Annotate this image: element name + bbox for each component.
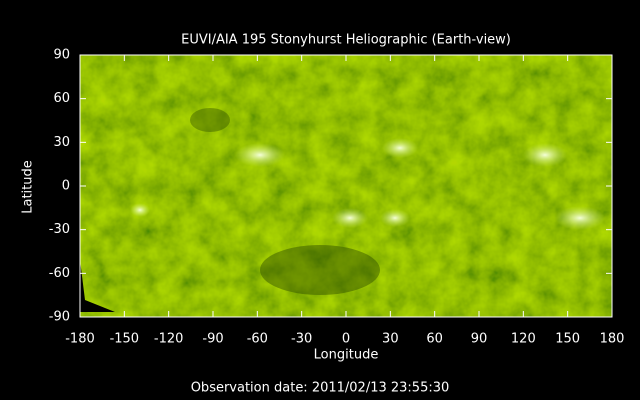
x-axis-label: Longitude xyxy=(314,348,379,363)
chart-title: EUVI/AIA 195 Stonyhurst Heliographic (Ea… xyxy=(181,33,511,48)
x-tick-label: 60 xyxy=(426,332,443,347)
map-image xyxy=(80,55,612,317)
x-tick-label: 30 xyxy=(382,332,399,347)
x-tick-label: -120 xyxy=(154,332,184,347)
y-tick-label: 30 xyxy=(53,135,70,150)
x-tick-label: 180 xyxy=(600,332,625,347)
x-tick-label: -180 xyxy=(65,332,95,347)
x-tick-label: 120 xyxy=(511,332,536,347)
y-tick-label: -90 xyxy=(49,310,70,325)
y-tick-label: 0 xyxy=(62,179,70,194)
footer: Observation date: 2011/02/13 23:55:30 xyxy=(191,381,450,396)
y-tick-label: 60 xyxy=(53,91,70,106)
y-tick-label: 90 xyxy=(53,48,70,63)
x-tick-label: -30 xyxy=(291,332,312,347)
y-axis-label: Latitude xyxy=(21,160,36,214)
x-tick-label: 0 xyxy=(342,332,350,347)
x-tick-label: -60 xyxy=(247,332,268,347)
x-tick-label: -150 xyxy=(110,332,140,347)
y-tick-label: -60 xyxy=(49,266,70,281)
x-tick-label: 150 xyxy=(555,332,580,347)
x-tick-label: 90 xyxy=(471,332,488,347)
y-tick-label: -30 xyxy=(49,222,70,237)
x-tick-label: -90 xyxy=(202,332,223,347)
